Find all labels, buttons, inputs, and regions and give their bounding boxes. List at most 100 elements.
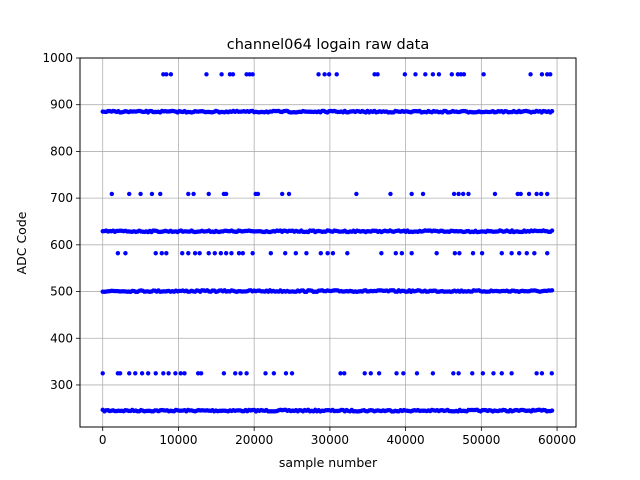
data-point	[250, 251, 255, 256]
data-point	[279, 191, 285, 197]
data-point	[548, 72, 553, 77]
data-point	[423, 72, 428, 77]
data-point	[206, 251, 211, 256]
data-point	[139, 371, 145, 376]
data-point	[455, 72, 461, 77]
data-point	[338, 371, 343, 376]
sparse-level-series	[161, 72, 553, 77]
data-point	[538, 191, 544, 197]
data-point	[345, 251, 350, 256]
data-point	[539, 371, 545, 376]
dense-level-series	[100, 288, 555, 295]
data-point	[545, 191, 550, 197]
data-point	[182, 371, 187, 376]
data-point	[286, 191, 292, 197]
dense-level-series	[100, 228, 555, 235]
data-point	[492, 191, 498, 197]
data-point	[526, 191, 532, 197]
data-point	[524, 251, 529, 256]
data-point	[460, 191, 466, 197]
data-point	[115, 251, 121, 256]
x-tick-label: 50000	[462, 433, 500, 447]
data-point	[186, 251, 191, 256]
data-point	[133, 371, 138, 376]
data-point	[236, 251, 242, 256]
data-point	[268, 251, 274, 256]
data-point	[532, 251, 537, 256]
data-point	[402, 72, 408, 77]
data-point	[153, 371, 158, 376]
data-point	[456, 191, 461, 197]
x-tick-label: 20000	[235, 433, 273, 447]
y-tick-label: 300	[50, 378, 73, 392]
data-point	[430, 72, 436, 77]
x-tick-label: 30000	[311, 433, 349, 447]
data-point	[388, 191, 393, 197]
data-point	[293, 251, 299, 256]
data-point	[517, 251, 522, 256]
data-point	[372, 72, 377, 77]
data-point	[161, 72, 166, 77]
data-point	[509, 371, 514, 376]
data-point	[204, 72, 209, 77]
data-point	[233, 371, 238, 376]
y-tick-label: 800	[50, 144, 73, 158]
x-axis-label: sample number	[279, 455, 378, 470]
data-point	[219, 72, 224, 77]
data-point	[528, 72, 533, 77]
data-point	[145, 371, 151, 376]
data-point	[186, 191, 191, 197]
data-point	[534, 371, 539, 376]
data-point	[368, 371, 373, 376]
data-point	[466, 191, 471, 197]
y-tick-label: 600	[50, 238, 73, 252]
data-point	[198, 371, 204, 376]
data-point	[549, 288, 555, 293]
data-point	[244, 72, 249, 77]
data-point	[117, 371, 123, 376]
data-point	[271, 371, 277, 376]
data-point	[318, 251, 324, 256]
data-point	[164, 251, 169, 256]
y-tick-label: 700	[50, 191, 73, 205]
data-point	[452, 251, 458, 256]
data-point	[178, 371, 183, 376]
data-point	[180, 251, 185, 256]
data-point	[449, 72, 455, 77]
data-point	[499, 251, 504, 256]
data-point	[379, 251, 384, 256]
data-point	[499, 371, 504, 376]
data-point	[436, 72, 442, 77]
data-point	[127, 371, 132, 376]
data-point	[173, 371, 178, 376]
data-point	[159, 251, 164, 256]
data-point	[221, 371, 227, 376]
data-point	[479, 251, 485, 256]
data-point	[376, 371, 382, 376]
y-tick-label: 900	[50, 98, 73, 112]
data-point	[244, 371, 249, 376]
data-point	[409, 191, 414, 197]
chart-title: channel064 logain raw data	[227, 37, 429, 53]
data-point	[470, 251, 476, 256]
sparse-level-series	[115, 251, 550, 256]
x-tick-label: 0	[99, 433, 107, 447]
data-point	[304, 251, 309, 256]
data-point	[138, 191, 143, 197]
x-tick-label: 60000	[538, 433, 576, 447]
data-point	[342, 371, 347, 376]
data-point	[420, 191, 426, 197]
data-point	[263, 371, 268, 376]
data-point	[534, 191, 539, 197]
data-point	[227, 72, 233, 77]
data-point	[283, 371, 289, 376]
data-point	[434, 251, 439, 256]
y-axis-label: ADC Code	[14, 211, 29, 274]
data-point	[283, 251, 288, 256]
data-point	[247, 72, 252, 77]
data-point	[100, 371, 105, 376]
data-point	[223, 191, 229, 197]
data-point	[168, 72, 174, 77]
data-point	[334, 72, 339, 77]
